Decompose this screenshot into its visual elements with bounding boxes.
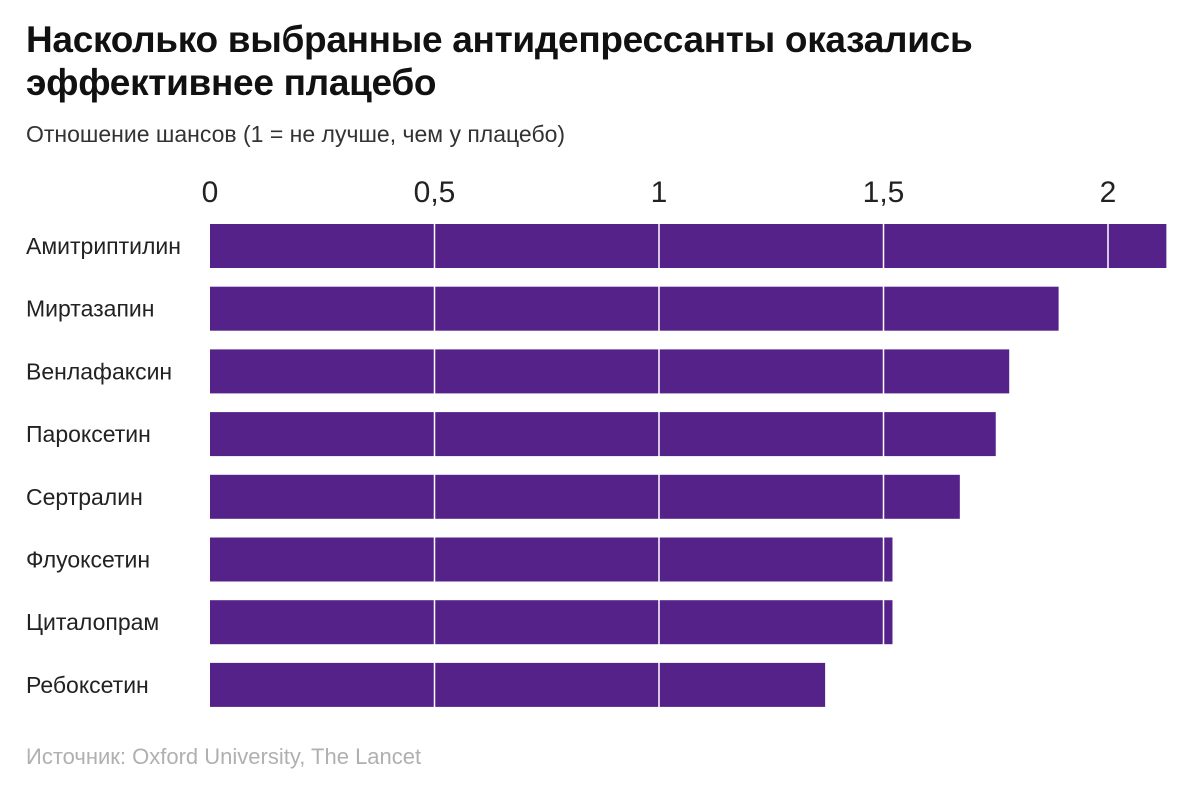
category-label: Венлафаксин <box>26 358 172 384</box>
x-tick-label: 0,5 <box>414 176 456 209</box>
gridlines <box>433 218 1109 710</box>
category-label: Флуоксетин <box>26 547 150 573</box>
x-tick-label: 1,5 <box>863 176 905 209</box>
category-label: Ребоксетин <box>26 672 149 698</box>
bars <box>210 224 1167 707</box>
category-label: Сертралин <box>26 484 143 510</box>
bar <box>210 286 1059 331</box>
chart-subtitle: Отношение шансов (1 = не лучше, чем у пл… <box>26 121 566 147</box>
x-tick-label: 2 <box>1100 176 1117 209</box>
bar <box>210 474 960 519</box>
x-axis-tick-labels: 0 0,5 1 1,5 2 <box>202 176 1117 209</box>
x-tick-label: 1 <box>651 176 668 209</box>
bar <box>210 537 893 582</box>
category-label: Амитриптилин <box>26 233 181 259</box>
category-label: Пароксетин <box>26 421 151 447</box>
category-label: Миртазапин <box>26 296 154 322</box>
bar <box>210 662 826 707</box>
chart-title: Насколько выбранные антидепрессанты оказ… <box>26 19 973 103</box>
x-tick-label: 0 <box>202 176 219 209</box>
bar <box>210 412 996 457</box>
bar <box>210 600 893 645</box>
category-label: Циталопрам <box>26 609 159 635</box>
bar <box>210 224 1167 268</box>
y-axis-category-labels: Амитриптилин Миртазапин Венлафаксин Пароксе… <box>26 233 181 698</box>
bar <box>210 349 1010 394</box>
source-note: Источник: Oxford University, The Lancet <box>26 744 422 769</box>
